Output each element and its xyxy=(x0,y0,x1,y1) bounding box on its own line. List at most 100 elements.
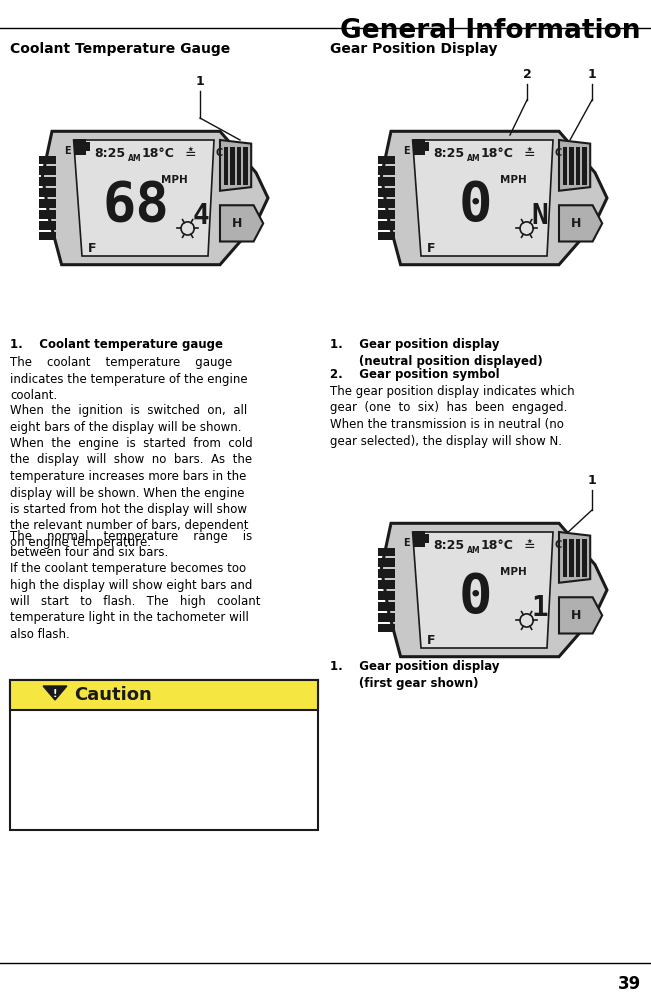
Bar xyxy=(413,138,424,154)
Bar xyxy=(39,177,55,186)
Text: E: E xyxy=(64,146,71,156)
Bar xyxy=(583,540,587,577)
Text: The gear position display indicates which
gear  (one  to  six)  has  been  engag: The gear position display indicates whic… xyxy=(330,385,575,447)
Text: C: C xyxy=(554,541,561,551)
Bar xyxy=(575,540,580,577)
Text: ≛: ≛ xyxy=(523,540,535,554)
Polygon shape xyxy=(381,131,607,264)
Bar xyxy=(39,188,55,197)
Polygon shape xyxy=(559,205,602,241)
Text: MPH: MPH xyxy=(161,175,187,185)
Text: 1: 1 xyxy=(588,474,596,487)
Text: H: H xyxy=(571,217,581,230)
Bar xyxy=(85,142,90,151)
Text: AM: AM xyxy=(128,153,142,162)
Text: 4: 4 xyxy=(193,202,209,230)
Bar xyxy=(378,177,395,186)
Polygon shape xyxy=(559,140,590,191)
Bar xyxy=(378,166,395,175)
Text: 18°C: 18°C xyxy=(480,539,513,552)
Text: E: E xyxy=(403,146,410,156)
Bar xyxy=(237,147,242,185)
Text: F: F xyxy=(427,242,436,255)
Polygon shape xyxy=(43,686,67,700)
Text: 1.    Coolant temperature gauge: 1. Coolant temperature gauge xyxy=(10,338,223,351)
Text: 1: 1 xyxy=(588,68,596,81)
Polygon shape xyxy=(413,140,553,256)
Text: Coolant Temperature Gauge: Coolant Temperature Gauge xyxy=(10,42,230,56)
Bar xyxy=(378,613,395,622)
Bar xyxy=(39,210,55,218)
Bar xyxy=(378,548,395,557)
Text: C: C xyxy=(554,148,561,158)
Text: ≛: ≛ xyxy=(184,147,196,161)
Bar xyxy=(378,570,395,578)
Text: C: C xyxy=(215,148,223,158)
Bar xyxy=(378,624,395,633)
Bar xyxy=(569,540,574,577)
Bar xyxy=(575,147,580,185)
Text: Do  not  continue  to  run  the  engine  if
either    of    the    high    tempe: Do not continue to run the engine if eit… xyxy=(16,716,255,779)
Bar xyxy=(223,147,228,185)
Text: 0: 0 xyxy=(458,179,492,232)
Bar xyxy=(10,680,318,710)
Bar xyxy=(562,147,567,185)
Text: If the coolant temperature becomes too
high the display will show eight bars and: If the coolant temperature becomes too h… xyxy=(10,562,260,641)
Bar xyxy=(378,188,395,197)
Bar xyxy=(74,138,85,154)
Bar xyxy=(424,142,430,151)
Bar xyxy=(378,210,395,218)
Bar xyxy=(39,231,55,240)
Text: AM: AM xyxy=(467,546,480,555)
Bar xyxy=(230,147,235,185)
Bar xyxy=(378,591,395,600)
Text: 39: 39 xyxy=(618,975,641,993)
Text: When  the  ignition  is  switched  on,  all
eight bars of the display will be sh: When the ignition is switched on, all ei… xyxy=(10,404,253,549)
Bar xyxy=(39,221,55,229)
Text: 2: 2 xyxy=(523,68,531,81)
Bar xyxy=(378,581,395,589)
Bar xyxy=(378,602,395,611)
Bar xyxy=(243,147,248,185)
Text: 2.    Gear position symbol: 2. Gear position symbol xyxy=(330,368,499,381)
Text: H: H xyxy=(571,609,581,622)
Text: AM: AM xyxy=(467,153,480,162)
Text: General Information: General Information xyxy=(340,18,641,44)
Bar xyxy=(39,155,55,164)
Polygon shape xyxy=(559,598,602,634)
Polygon shape xyxy=(42,131,268,264)
Text: 1.    Gear position display
       (first gear shown): 1. Gear position display (first gear sho… xyxy=(330,660,499,690)
Polygon shape xyxy=(559,532,590,583)
Text: 8:25: 8:25 xyxy=(94,146,125,159)
Text: 0: 0 xyxy=(458,571,492,624)
Text: F: F xyxy=(88,242,96,255)
Bar xyxy=(10,680,318,830)
Text: !: ! xyxy=(53,689,57,699)
Bar xyxy=(378,155,395,164)
Polygon shape xyxy=(220,205,263,241)
Polygon shape xyxy=(381,524,607,657)
Text: Gear Position Display: Gear Position Display xyxy=(330,42,497,56)
Text: H: H xyxy=(232,217,242,230)
Text: ≛: ≛ xyxy=(523,147,535,161)
Text: N: N xyxy=(531,202,548,230)
Text: E: E xyxy=(403,538,410,548)
Text: The    coolant    temperature    gauge
indicates the temperature of the engine
c: The coolant temperature gauge indicates … xyxy=(10,356,247,402)
Bar xyxy=(562,540,567,577)
Text: 18°C: 18°C xyxy=(480,146,513,159)
Polygon shape xyxy=(413,532,553,648)
Text: 8:25: 8:25 xyxy=(433,146,464,159)
Text: 8:25: 8:25 xyxy=(433,539,464,552)
Bar xyxy=(378,231,395,240)
Polygon shape xyxy=(74,140,214,256)
Text: 1: 1 xyxy=(531,595,548,623)
Bar xyxy=(424,535,430,543)
Bar xyxy=(413,531,424,547)
Text: The    normal    temperature    range    is
between four and six bars.: The normal temperature range is between … xyxy=(10,530,252,560)
Bar xyxy=(569,147,574,185)
Text: F: F xyxy=(427,635,436,648)
Text: 68: 68 xyxy=(103,179,169,232)
Bar xyxy=(378,221,395,229)
Bar xyxy=(378,559,395,568)
Text: Caution: Caution xyxy=(74,686,152,704)
